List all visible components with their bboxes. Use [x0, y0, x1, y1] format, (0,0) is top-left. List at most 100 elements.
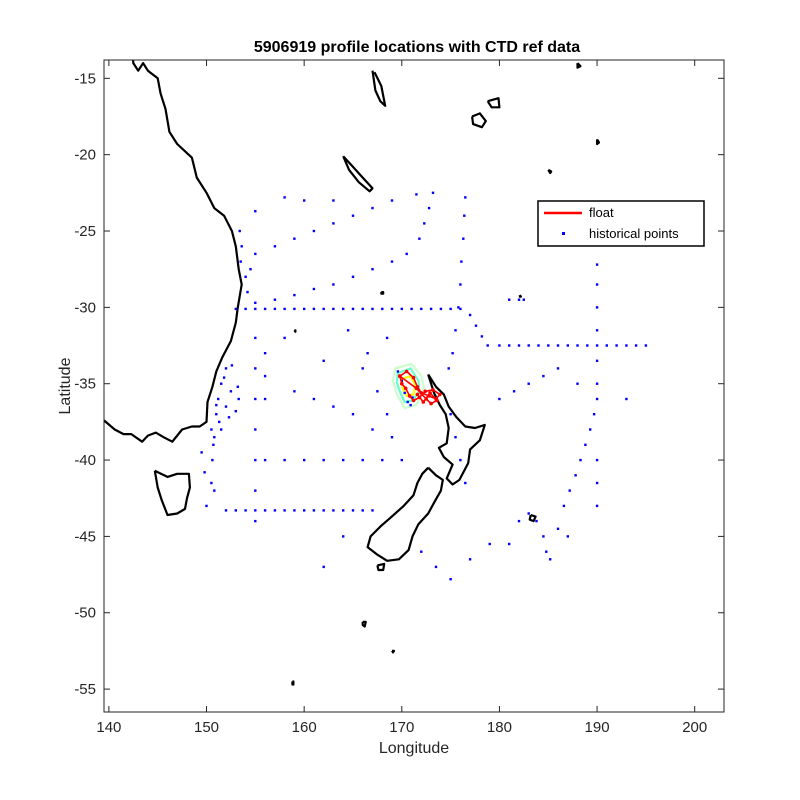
historical-point: [589, 428, 592, 431]
historical-point: [556, 527, 560, 530]
historical-point: [361, 367, 364, 370]
historical-point: [220, 428, 223, 431]
float-point: [427, 394, 431, 398]
historical-point: [312, 397, 316, 401]
historical-point: [586, 344, 589, 347]
historical-point: [451, 352, 454, 355]
historical-point: [293, 390, 296, 393]
historical-point: [312, 509, 316, 512]
y-tick-label: -15: [74, 70, 96, 87]
historical-point: [459, 307, 462, 311]
y-tick-label: -30: [74, 299, 96, 316]
plot-content: [104, 60, 648, 686]
historical-point: [457, 306, 460, 309]
coastline-samoa-area: [576, 62, 582, 69]
y-tick-label: -35: [74, 376, 96, 393]
historical-point: [595, 344, 599, 347]
coastline-nz-north-island: [427, 373, 486, 486]
historical-point: [385, 413, 389, 416]
historical-point: [351, 307, 355, 311]
historical-point: [312, 307, 316, 311]
historical-point: [434, 565, 438, 569]
historical-point: [371, 206, 374, 210]
float-point: [417, 395, 422, 400]
historical-point: [217, 397, 220, 401]
historical-point: [447, 367, 450, 370]
historical-point: [342, 535, 345, 538]
historical-point: [459, 458, 462, 462]
historical-point: [371, 509, 374, 512]
historical-point: [203, 471, 206, 474]
historical-point: [390, 260, 394, 263]
historical-point: [576, 344, 579, 347]
historical-point: [239, 260, 242, 263]
historical-point: [254, 210, 257, 213]
float-point: [438, 392, 442, 397]
historical-point: [254, 397, 257, 401]
historical-point: [254, 301, 257, 304]
historical-point: [210, 481, 213, 485]
legend-historical-swatch: [562, 232, 565, 235]
historical-point: [449, 307, 452, 311]
historical-point: [263, 509, 267, 512]
historical-point: [390, 199, 394, 202]
historical-point: [420, 550, 423, 553]
historical-point: [420, 307, 423, 311]
coastline-vanuatu: [371, 70, 387, 107]
historical-point: [263, 374, 267, 378]
historical-point: [351, 413, 355, 416]
x-tick-label: 170: [389, 719, 414, 736]
historical-point: [361, 458, 364, 462]
coastline-fiji-2: [486, 97, 501, 109]
historical-point: [332, 405, 335, 408]
float-point: [411, 375, 416, 380]
historical-point: [254, 458, 257, 462]
coastline-tonga: [547, 168, 553, 175]
historical-point: [283, 509, 286, 512]
historical-point: [381, 307, 384, 311]
historical-point: [212, 443, 215, 446]
historical-point: [238, 229, 241, 233]
float-point: [421, 400, 426, 404]
historical-point: [615, 344, 618, 347]
historical-point: [512, 390, 516, 393]
historical-point: [542, 374, 545, 378]
historical-point: [409, 403, 412, 407]
historical-point: [332, 283, 335, 286]
historical-point: [562, 504, 566, 508]
historical-point: [244, 307, 247, 311]
historical-point: [595, 306, 599, 309]
historical-point: [312, 229, 316, 233]
historical-point: [595, 397, 599, 401]
historical-point: [415, 193, 418, 196]
coastline-stewart-island: [376, 562, 386, 572]
historical-point: [213, 489, 216, 492]
historical-point: [574, 474, 577, 477]
historical-point: [547, 344, 550, 347]
legend: float historical points: [537, 200, 705, 247]
historical-point: [517, 344, 521, 347]
historical-point: [449, 578, 452, 581]
historical-point: [303, 509, 306, 512]
historical-point: [595, 283, 599, 286]
historical-point: [508, 542, 511, 546]
historical-point: [427, 206, 431, 210]
historical-point: [249, 268, 252, 271]
y-tick-label: -45: [74, 528, 96, 545]
float-track-layer: [398, 369, 442, 406]
historical-point: [224, 405, 228, 408]
float-point: [419, 391, 424, 395]
coastline-rarotonga-area: [595, 138, 601, 146]
float-point: [415, 392, 420, 397]
historical-point: [215, 413, 218, 416]
historical-point: [293, 293, 296, 297]
float-point: [429, 401, 433, 406]
y-tick-label: -50: [74, 605, 96, 622]
historical-point: [254, 489, 257, 492]
historical-point: [234, 307, 237, 311]
historical-point: [283, 196, 286, 199]
historical-point: [293, 307, 296, 311]
float-point: [398, 374, 402, 378]
historical-point: [498, 344, 501, 347]
